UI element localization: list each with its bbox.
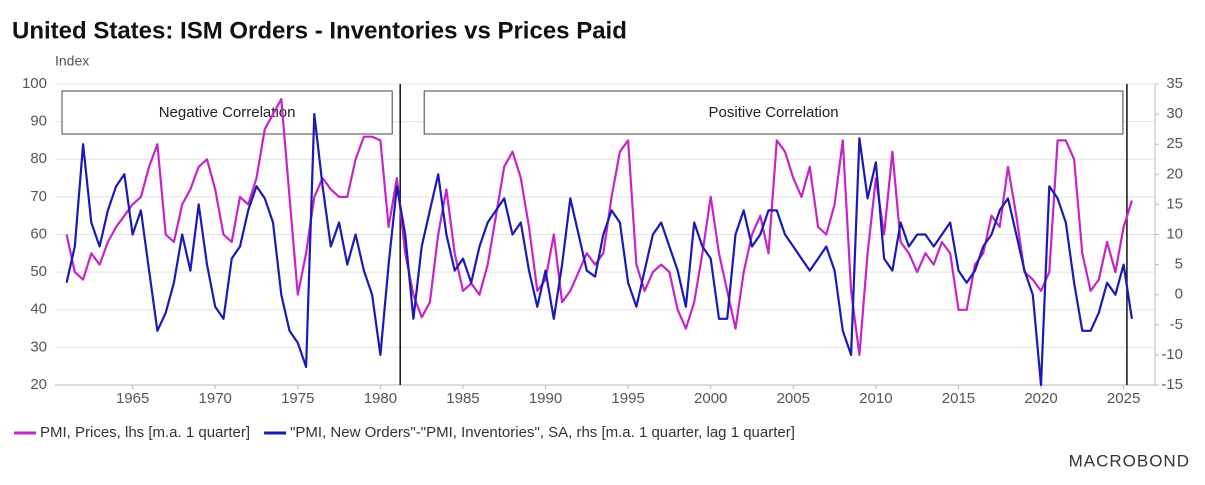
legend-label: "PMI, New Orders"-"PMI, Inventories", SA… xyxy=(290,424,795,441)
y2-tick-label: 20 xyxy=(1166,165,1183,182)
x-tick-label: 1965 xyxy=(116,390,149,407)
annotation-box xyxy=(423,90,1124,135)
y-tick-label: 20 xyxy=(30,376,47,393)
x-tick-label: 2015 xyxy=(942,390,975,407)
x-tick-label: 1970 xyxy=(199,390,232,407)
y2-tick-label: 15 xyxy=(1166,195,1183,212)
y-tick-label: 80 xyxy=(30,150,47,167)
x-tick-label: 1995 xyxy=(611,390,644,407)
y2-tick-label: -10 xyxy=(1161,346,1183,363)
y-tick-label: 30 xyxy=(30,338,47,355)
y2-tick-label: 35 xyxy=(1166,75,1183,92)
source-logo: MACROBOND xyxy=(1069,451,1190,470)
x-tick-label: 2025 xyxy=(1107,390,1140,407)
y2-tick-label: 0 xyxy=(1175,286,1183,303)
x-tick-label: 1975 xyxy=(281,390,314,407)
legend-label: PMI, Prices, lhs [m.a. 1 quarter] xyxy=(40,424,250,441)
y-axis-label: Index xyxy=(55,53,89,69)
x-tick-label: 2020 xyxy=(1024,390,1057,407)
x-tick-label: 2010 xyxy=(859,390,892,407)
chart-title: United States: ISM Orders - Inventories … xyxy=(12,17,627,44)
x-tick-label: 1980 xyxy=(364,390,397,407)
y2-tick-label: 5 xyxy=(1175,256,1183,273)
y-tick-label: 100 xyxy=(22,75,47,92)
y2-tick-label: 25 xyxy=(1166,135,1183,152)
y2-tick-label: -5 xyxy=(1170,316,1183,333)
annotation: Negative Correlation xyxy=(159,104,296,121)
annotation: Positive Correlation xyxy=(709,104,839,121)
series-line xyxy=(65,113,1133,387)
x-tick-label: 2000 xyxy=(694,390,727,407)
y2-tick-label: 10 xyxy=(1166,225,1183,242)
x-tick-label: 1990 xyxy=(529,390,562,407)
y2-tick-label: -15 xyxy=(1161,376,1183,393)
y-tick-label: 60 xyxy=(30,225,47,242)
series-line xyxy=(65,98,1133,356)
y2-tick-label: 30 xyxy=(1166,105,1183,122)
x-tick-label: 2005 xyxy=(777,390,810,407)
y-tick-label: 90 xyxy=(30,113,47,130)
annotation-box xyxy=(61,90,393,135)
y-tick-label: 50 xyxy=(30,263,47,280)
y-tick-label: 70 xyxy=(30,188,47,205)
y-tick-label: 40 xyxy=(30,301,47,318)
x-tick-label: 1985 xyxy=(446,390,479,407)
